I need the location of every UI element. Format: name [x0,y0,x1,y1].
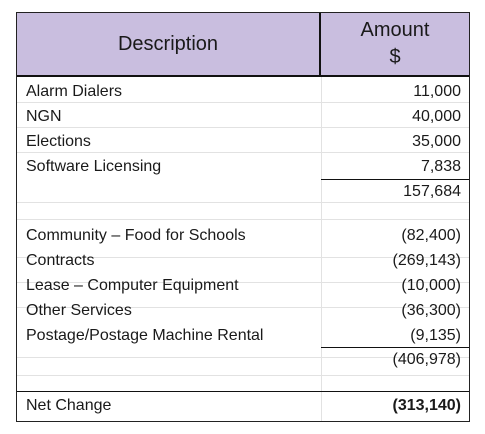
grid-line [17,307,469,308]
amount-header-label: Amount [360,19,430,41]
row-description: Contracts [26,252,95,269]
subtotal-row: 157,684 [17,179,469,204]
subtotal-amount: 157,684 [403,183,461,200]
row-amount: (10,000) [401,277,461,294]
net-change-label: Net Change [26,397,112,414]
subtotal-row: (406,978) [17,347,469,372]
amount-header-unit: $ [389,46,401,68]
row-description: Postage/Postage Machine Rental [26,327,264,344]
grid-line [17,102,469,103]
table-row: Postage/Postage Machine Rental (9,135) [17,323,469,348]
grid-line [17,152,469,153]
table-row: Software Licensing 7,838 [17,154,469,179]
table-row: Other Services (36,300) [17,298,469,323]
table-row: Elections 35,000 [17,129,469,154]
table-row: Contracts (269,143) [17,248,469,273]
row-amount: (36,300) [401,302,461,319]
column-divider [321,77,322,421]
row-amount: 40,000 [412,108,461,125]
row-description: Alarm Dialers [26,83,123,100]
grid-line [17,257,469,258]
row-description: Other Services [26,302,132,319]
description-header-label: Description [117,32,219,55]
subtotal-rule [321,347,469,348]
table-row: NGN 40,000 [17,104,469,129]
budget-table: Description Amount $ Alarm Dialers 11,00… [16,12,470,422]
row-description: Community – Food for Schools [26,227,246,244]
row-description: NGN [26,108,62,125]
row-amount: (9,135) [410,327,461,344]
row-amount: (82,400) [401,227,461,244]
grid-line [17,282,469,283]
net-change-amount: (313,140) [392,397,462,414]
net-change-row: Net Change (313,140) [17,393,469,418]
table-row: Lease – Computer Equipment (10,000) [17,273,469,298]
grid-line [17,375,469,376]
row-description: Elections [26,133,91,150]
row-amount: 11,000 [413,83,461,100]
description-column-header: Description [17,13,321,75]
grid-line [17,219,469,220]
subtotal-amount: (406,978) [392,351,462,368]
total-rule [17,391,469,392]
grid-line [17,357,469,358]
row-amount: (269,143) [392,252,462,269]
grid-line [17,127,469,128]
grid-line [17,202,469,203]
row-description: Software Licensing [26,158,162,175]
amount-column-header: Amount $ [321,13,469,75]
table-row: Alarm Dialers 11,000 [17,79,469,104]
table-row: Community – Food for Schools (82,400) [17,223,469,248]
row-amount: 7,838 [420,158,461,175]
row-amount: 35,000 [412,133,461,150]
subtotal-rule [321,179,469,180]
row-description: Lease – Computer Equipment [26,277,239,294]
table-header: Description Amount $ [17,13,469,77]
